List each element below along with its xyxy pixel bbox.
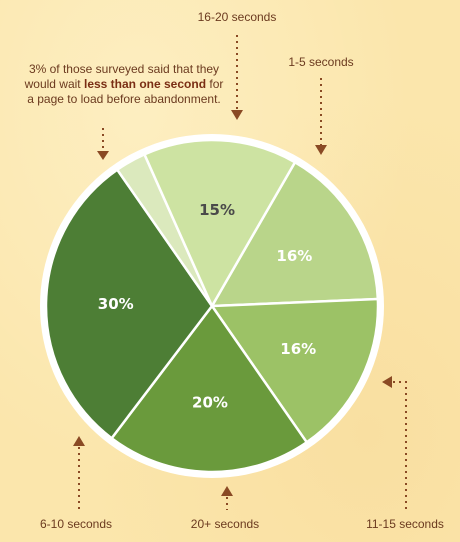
slice-value-label-5: 15%	[199, 201, 235, 219]
arrowhead-20plus	[221, 486, 233, 496]
three-percent-annotation: 3% of those surveyed said that they woul…	[24, 62, 224, 107]
pie-slice-1	[209, 297, 380, 445]
pie-slice-3	[44, 167, 214, 440]
annotation-text-start: 3% of those surveyed said that they woul…	[24, 62, 220, 91]
arrowhead-3pct	[97, 151, 109, 160]
callout-arrows	[73, 35, 407, 510]
label-20plus-seconds: 20+ seconds	[191, 517, 259, 531]
annotation-bold-text: less than one second	[83, 77, 207, 91]
slice-value-label-2: 20%	[192, 393, 228, 411]
label-11-15-seconds: 11-15 seconds	[366, 517, 444, 531]
slice-value-labels: 16% 16% 20% 30% 15%	[98, 201, 316, 411]
slice-value-label-0: 16%	[276, 247, 312, 265]
label-16-20-seconds: 16-20 seconds	[198, 10, 277, 24]
arrowhead-11-15	[382, 376, 392, 388]
annotation-text-end: for a page to load before abandonment.	[27, 77, 224, 106]
pie-slices	[44, 138, 380, 474]
slice-value-label-3: 30%	[98, 295, 134, 313]
arrow-11-15	[393, 381, 407, 510]
pie-slice-5	[142, 138, 297, 309]
label-6-10-seconds: 6-10 seconds	[40, 517, 112, 531]
pie-slice-2	[109, 303, 309, 474]
slice-value-label-1: 16%	[280, 340, 316, 358]
pie-slice-0	[209, 160, 380, 308]
arrowhead-1-5	[315, 145, 327, 155]
arrowhead-16-20	[231, 110, 243, 120]
label-1-5-seconds: 1-5 seconds	[288, 55, 353, 69]
arrowhead-6-10	[73, 436, 85, 446]
